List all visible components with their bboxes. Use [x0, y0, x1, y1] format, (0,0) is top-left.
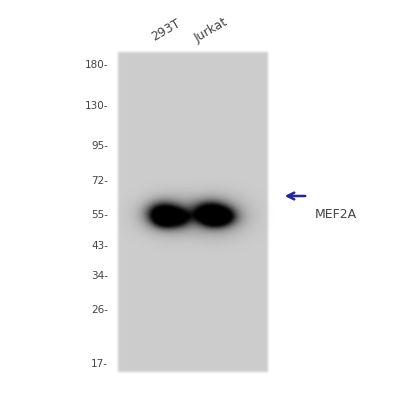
Text: 130-: 130- — [84, 101, 108, 111]
Text: 55-: 55- — [91, 210, 108, 220]
Text: MEF2A: MEF2A — [315, 208, 357, 221]
Text: 26-: 26- — [91, 305, 108, 315]
Text: 72-: 72- — [91, 176, 108, 186]
Text: 293T: 293T — [149, 16, 183, 44]
Text: 34-: 34- — [91, 271, 108, 281]
Text: Jurkat: Jurkat — [192, 15, 230, 45]
Text: 180-: 180- — [84, 60, 108, 70]
Text: 43-: 43- — [91, 241, 108, 251]
Text: 95-: 95- — [91, 141, 108, 151]
Text: 17-: 17- — [91, 359, 108, 369]
